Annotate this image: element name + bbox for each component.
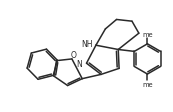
Text: N: N	[76, 60, 82, 68]
Text: me: me	[142, 81, 153, 87]
Text: NH: NH	[81, 40, 93, 49]
Text: O: O	[71, 51, 77, 60]
Text: me: me	[142, 31, 153, 37]
